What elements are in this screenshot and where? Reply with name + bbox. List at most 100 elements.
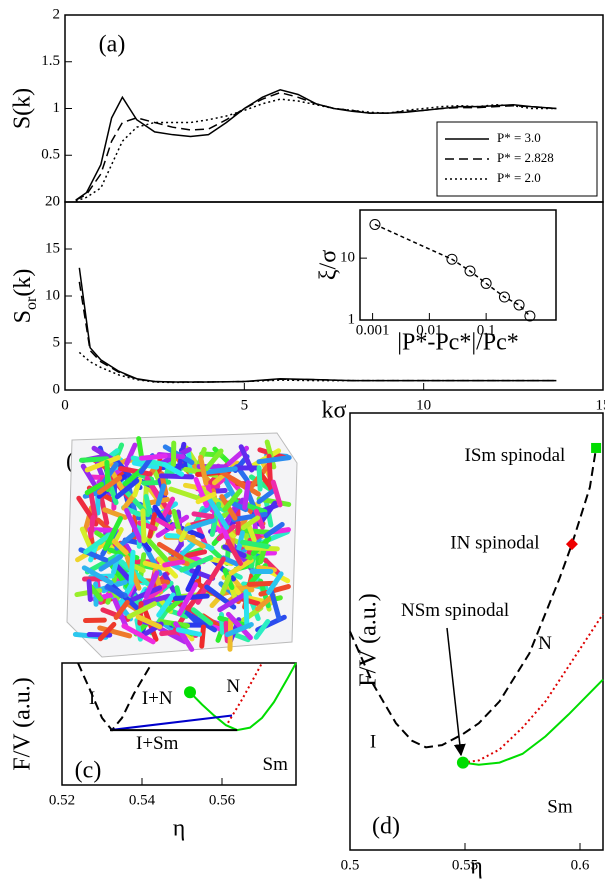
data-point [513, 299, 525, 311]
legend-label: P* = 3.0 [497, 130, 541, 145]
rod [157, 626, 188, 645]
rod [258, 584, 291, 597]
rod [143, 493, 153, 515]
annotation: N [226, 676, 240, 697]
rod [243, 589, 250, 626]
x-axis-label: η [470, 854, 483, 879]
y-tick-label: 1 [348, 311, 356, 327]
y-axis-label: F/V (a.u.) [10, 677, 36, 771]
rod [199, 624, 206, 649]
rod [185, 565, 202, 592]
rod [183, 517, 217, 532]
rod [165, 596, 184, 613]
rod [159, 629, 181, 637]
y-tick-label: 15 [45, 240, 60, 256]
rod [79, 456, 110, 463]
x-axis-label: η [173, 816, 186, 842]
rod [175, 627, 203, 637]
rod [158, 473, 195, 480]
annotation: Sm [263, 754, 289, 775]
panel-label: (a) [99, 32, 126, 58]
rod [84, 481, 105, 496]
rod [84, 553, 119, 575]
rod [244, 545, 280, 552]
rod [114, 563, 132, 582]
rod [176, 582, 199, 617]
rod [121, 492, 137, 511]
x-tick-label: 0 [61, 397, 69, 413]
annotation: N [538, 633, 552, 654]
y-axis-label-part: S [10, 310, 36, 323]
rod [96, 475, 123, 495]
x-tick-label: 0.1 [477, 322, 496, 338]
rod [225, 611, 253, 641]
rod [161, 462, 185, 477]
annotation: I [370, 731, 376, 752]
x-tick-label: 0.56 [209, 792, 236, 808]
rod [201, 466, 238, 475]
y-tick-label: 10 [340, 250, 355, 266]
annotation: NSm spinodal [401, 600, 509, 621]
rod [171, 508, 182, 532]
annotation: I+Sm [136, 733, 179, 754]
rod [191, 511, 215, 520]
rod [256, 487, 277, 505]
rod [83, 532, 112, 555]
y-axis-label: ξ/σ [316, 250, 342, 280]
rod [126, 601, 158, 620]
annotation: IN spinodal [450, 532, 539, 553]
legend-label: P* = 2.828 [497, 150, 554, 165]
y-axis-label-part: (k) [10, 269, 36, 297]
marker [456, 756, 469, 769]
series-line [78, 351, 557, 384]
rod [256, 465, 263, 492]
rod [253, 618, 271, 640]
series-line [75, 91, 557, 201]
marker [565, 538, 578, 551]
arrow [446, 627, 466, 757]
rod [135, 614, 163, 630]
data-point [446, 253, 458, 265]
x-tick-label: 0.6 [571, 857, 590, 873]
series-line [374, 223, 531, 317]
annotation: I+N [142, 688, 173, 709]
rod [270, 479, 283, 508]
rod [156, 541, 184, 561]
rod [102, 507, 128, 520]
y-tick-label: 10 [45, 287, 60, 303]
rod [128, 549, 136, 585]
rod [240, 539, 270, 549]
rod [124, 442, 138, 467]
rod [86, 579, 93, 602]
data-point [480, 277, 492, 289]
series-line [462, 613, 604, 764]
rod [118, 466, 153, 477]
rod [195, 491, 217, 505]
rod [121, 623, 156, 645]
y-axis-label: F/V (a.u.) [356, 593, 382, 687]
rod [225, 538, 244, 566]
rod [246, 522, 257, 543]
x-tick-label: 15 [596, 397, 605, 413]
rod [155, 483, 167, 507]
rod [103, 515, 123, 551]
rod [198, 454, 209, 486]
plot-frame [349, 412, 604, 851]
series-line [109, 714, 233, 732]
rod [190, 607, 214, 626]
rod [84, 455, 121, 473]
rod [269, 589, 282, 622]
rod [168, 486, 204, 502]
rod [220, 574, 232, 596]
rod [142, 560, 170, 572]
marker [184, 686, 196, 699]
legend-box [436, 121, 598, 197]
y-tick-label: 5 [53, 334, 61, 350]
rod [263, 521, 285, 539]
rod [224, 622, 254, 638]
x-tick-label: 0.52 [49, 792, 75, 808]
data-point [464, 265, 476, 277]
rod [114, 478, 140, 500]
legend-label: P* = 2.0 [497, 170, 541, 185]
rod [207, 497, 230, 530]
